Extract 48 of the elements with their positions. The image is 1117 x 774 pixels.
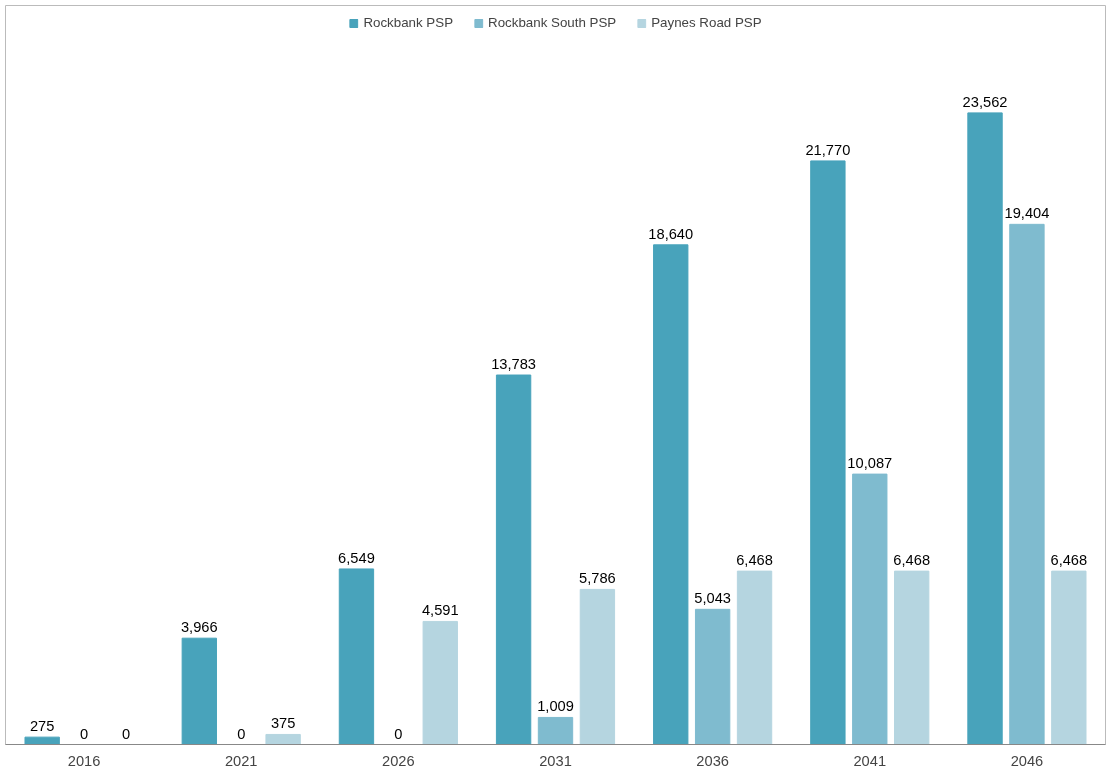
data-label: 18,640 [648, 225, 694, 242]
legend-label: Rockbank PSP [363, 15, 454, 30]
bar [653, 244, 689, 745]
bar [537, 716, 574, 745]
data-label: 23,562 [962, 93, 1008, 110]
data-label: 21,770 [805, 141, 851, 158]
bar [736, 570, 773, 745]
x-tick-label: 2016 [67, 752, 101, 769]
x-tick-label: 2031 [539, 752, 572, 769]
data-label: 6,468 [893, 552, 931, 569]
x-tick-label: 2046 [1010, 752, 1044, 769]
data-label: 275 [29, 718, 55, 735]
legend-label: Paynes Road PSP [651, 15, 762, 30]
data-label: 375 [270, 715, 296, 732]
bar [422, 620, 458, 745]
data-label: 3,966 [180, 619, 218, 636]
x-tick-label: 2026 [382, 752, 415, 769]
bar [894, 570, 930, 745]
x-tick-label: 2036 [696, 752, 729, 769]
bar [24, 736, 60, 745]
data-label: 0 [80, 725, 89, 742]
data-label: 19,404 [1004, 205, 1050, 222]
data-label: 4,591 [421, 602, 459, 619]
bar [579, 588, 616, 745]
bar [1051, 570, 1087, 745]
bar [495, 374, 532, 745]
bar [810, 160, 846, 745]
data-label: 6,468 [736, 552, 773, 569]
bar [1009, 223, 1045, 745]
bar [852, 473, 888, 745]
x-tick-label: 2041 [853, 752, 887, 769]
data-label: 6,468 [1050, 552, 1088, 569]
bar [694, 608, 731, 745]
data-label: 5,786 [579, 570, 616, 587]
bar [338, 568, 375, 745]
data-label: 6,549 [338, 549, 375, 566]
bar [265, 733, 301, 745]
data-label: 1,009 [537, 698, 574, 715]
data-label: 10,087 [847, 455, 893, 472]
bar [967, 112, 1003, 745]
x-tick-label: 2021 [224, 752, 258, 769]
data-label: 13,783 [491, 356, 537, 373]
data-label: 0 [237, 725, 246, 742]
data-label: 0 [394, 725, 403, 742]
data-label: 5,043 [694, 590, 731, 607]
data-label: 0 [121, 725, 131, 742]
legend-label: Rockbank South PSP [488, 15, 617, 30]
bar [181, 637, 217, 745]
